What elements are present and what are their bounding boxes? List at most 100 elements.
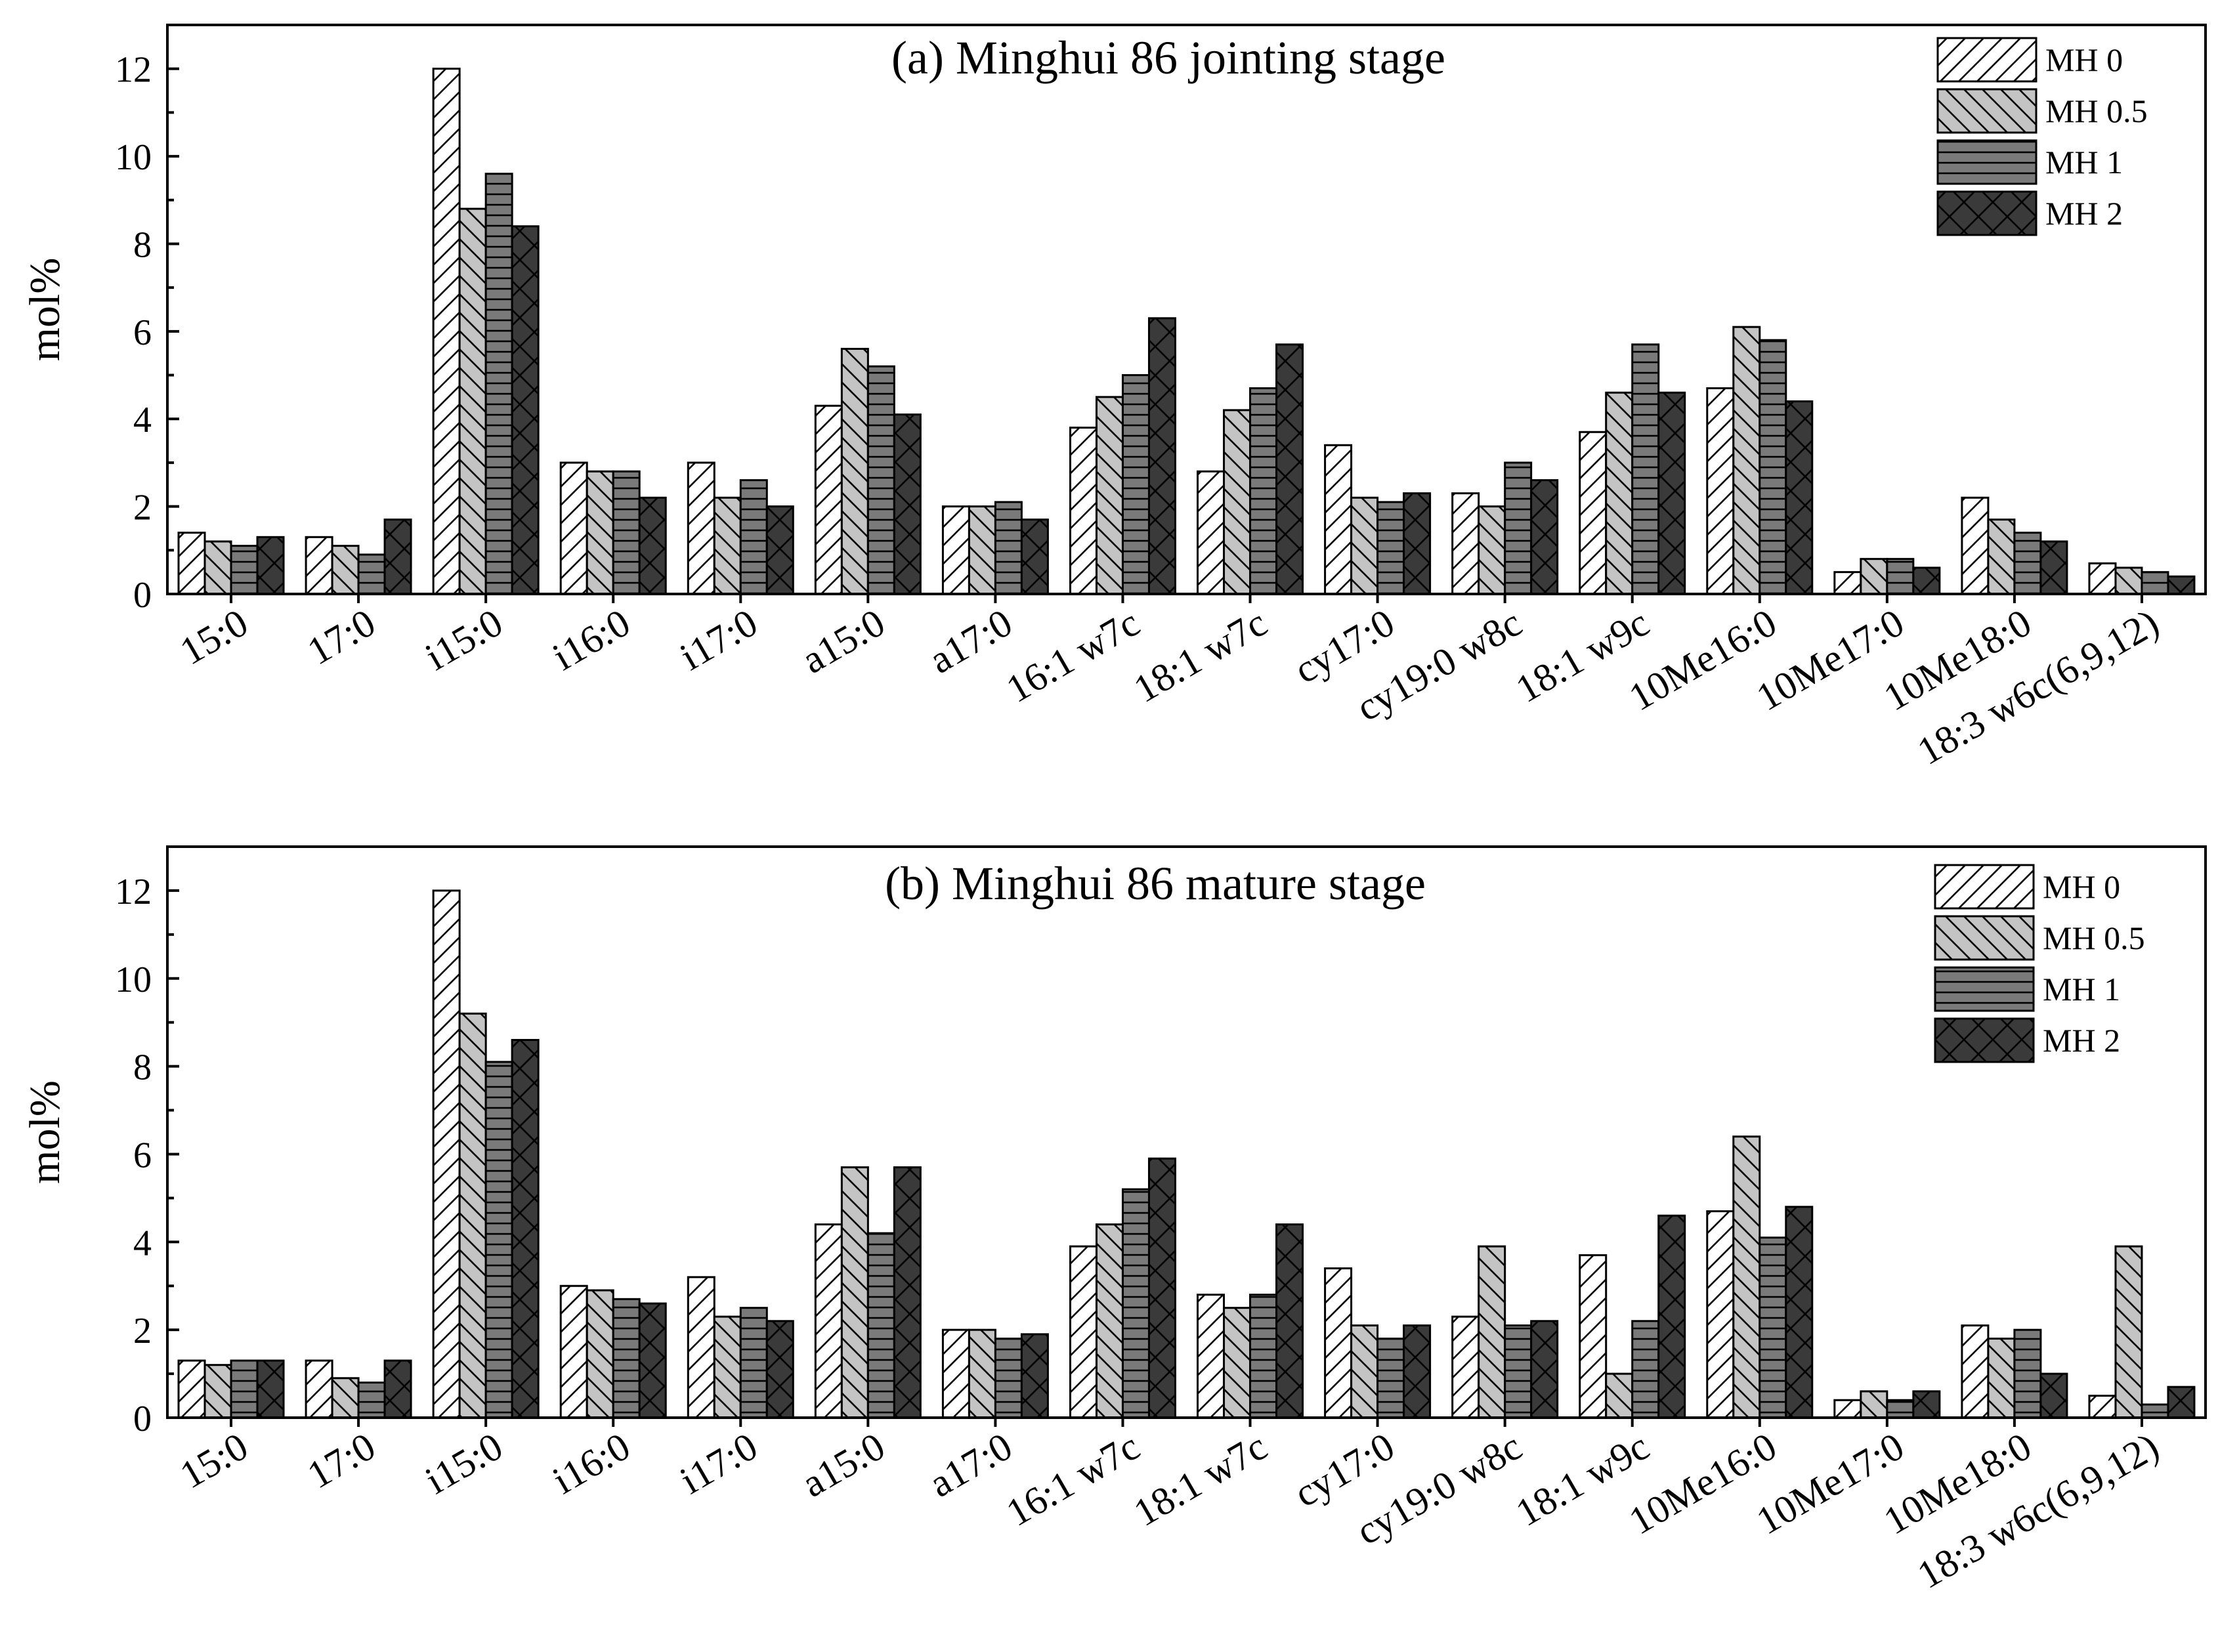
legend-label-mh-1: MH 1: [2045, 144, 2123, 180]
x-tick-label-i16-0: i16:0: [545, 1424, 637, 1502]
y-tick-label: 2: [133, 1311, 152, 1351]
bar-mh-0-5-cy19-0-w8c: [1478, 1245, 1506, 1419]
bar-mh-0-5-cy17-0: [1350, 496, 1379, 595]
bar-mh-2-a17-0: [1020, 1333, 1049, 1419]
bar-mh-1-i17-0: [739, 1307, 768, 1419]
bar-mh-1-cy19-0-w8c: [1504, 461, 1533, 595]
bar-mh-0-5-10me17-0: [1860, 1390, 1888, 1419]
bar-mh-0-5-16-1-w7c: [1095, 396, 1124, 595]
bar-mh-2-10me18-0: [2039, 1372, 2068, 1419]
x-tick-label-16-1-w7c: 16:1 w7c: [999, 601, 1147, 711]
bar-mh-1-18-3-w6c-6-9-12: [2141, 571, 2169, 595]
bar-mh-0-5-18-3-w6c-6-9-12: [2114, 566, 2143, 595]
bar-mh-0-5-17-0: [331, 545, 360, 595]
bar-mh-2-16-1-w7c: [1147, 317, 1176, 595]
bar-mh-1-i16-0: [612, 1298, 641, 1419]
y-tick-label: 10: [115, 137, 152, 178]
legend-swatch-mh-1: [1936, 139, 2037, 185]
bar-mh-1-a17-0: [994, 501, 1023, 595]
bar-mh-0-10me17-0: [1833, 1399, 1862, 1419]
bar-mh-2-18-1-w7c: [1275, 1223, 1304, 1419]
x-tick-label-i15-0: i15:0: [418, 601, 510, 679]
bar-mh-0-5-i15-0: [458, 207, 487, 595]
bar-mh-2-17-0: [383, 1359, 412, 1419]
bar-mh-1-15-0: [230, 1359, 259, 1419]
bar-mh-1-a15-0: [866, 365, 895, 595]
bar-mh-1-10me18-0: [2013, 532, 2042, 595]
chart-title: (b) Minghui 86 mature stage: [885, 857, 1426, 910]
legend-swatch-mh-0: [1934, 864, 2035, 910]
bar-mh-0-10me16-0: [1706, 1210, 1735, 1419]
bar-mh-2-cy17-0: [1403, 492, 1432, 595]
bar-mh-1-18-1-w9c: [1631, 343, 1660, 595]
legend-label-mh-0-5: MH 0.5: [2045, 93, 2148, 129]
bar-mh-0-cy19-0-w8c: [1451, 492, 1480, 595]
bar-mh-1-18-1-w9c: [1631, 1320, 1660, 1419]
y-tick-label: 12: [115, 872, 152, 912]
bar-mh-0-i17-0: [687, 1276, 715, 1419]
x-tick-label-10me17-0: 10Me17:0: [1749, 1424, 1911, 1542]
bar-mh-1-10me17-0: [1886, 1399, 1915, 1419]
bar-mh-2-18-3-w6c-6-9-12: [2167, 1386, 2196, 1419]
bar-mh-0-cy19-0-w8c: [1451, 1315, 1480, 1419]
x-tick-label-18-1-w7c: 18:1 w7c: [1126, 601, 1274, 711]
bar-mh-0-17-0: [305, 536, 333, 595]
bar-mh-1-10me16-0: [1759, 1237, 1787, 1419]
legend-swatch-mh-0-5: [1936, 88, 2037, 134]
bar-mh-0-5-10me17-0: [1860, 558, 1888, 595]
y-tick-label: 8: [133, 1048, 152, 1088]
bar-mh-1-cy17-0: [1376, 501, 1405, 595]
bar-mh-1-10me17-0: [1886, 558, 1915, 595]
bar-mh-0-5-18-3-w6c-6-9-12: [2114, 1245, 2143, 1419]
bar-mh-0-a15-0: [814, 404, 843, 595]
bar-mh-1-15-0: [230, 545, 259, 595]
legend-swatch-mh-2: [1934, 1017, 2035, 1063]
bar-mh-2-10me17-0: [1912, 566, 1941, 595]
bar-mh-0-5-15-0: [203, 540, 232, 595]
bar-mh-0-5-18-1-w7c: [1223, 1307, 1252, 1419]
bar-mh-2-16-1-w7c: [1147, 1157, 1176, 1419]
bar-mh-0-a17-0: [941, 505, 970, 595]
bar-mh-1-18-3-w6c-6-9-12: [2141, 1403, 2169, 1419]
y-tick-label: 4: [133, 400, 152, 440]
x-tick-label-i16-0: i16:0: [545, 601, 637, 679]
y-tick-label: 6: [133, 1135, 152, 1175]
bar-mh-1-18-1-w7c: [1249, 387, 1278, 595]
bar-mh-0-15-0: [177, 1359, 206, 1419]
bar-mh-2-10me16-0: [1785, 400, 1814, 595]
legend-label-mh-0: MH 0: [2045, 41, 2123, 78]
bar-mh-1-16-1-w7c: [1121, 374, 1150, 595]
bar-mh-0-16-1-w7c: [1069, 427, 1098, 595]
bar-mh-0-5-a17-0: [968, 1328, 996, 1419]
bar-mh-0-i16-0: [559, 461, 588, 595]
bar-mh-0-18-3-w6c-6-9-12: [2088, 562, 2117, 595]
bar-mh-2-cy19-0-w8c: [1530, 1320, 1559, 1419]
legend-label-mh-0: MH 0: [2043, 868, 2120, 905]
y-tick-label: 0: [133, 575, 152, 616]
bar-mh-2-18-1-w9c: [1657, 1214, 1686, 1419]
bar-mh-0-5-10me18-0: [1987, 1338, 2016, 1419]
x-tick-label-10me16-0: 10Me16:0: [1622, 601, 1784, 719]
bar-mh-2-i17-0: [765, 505, 794, 595]
legend: MH 0 MH 0.5 MH 1 MH 2: [1934, 864, 2145, 1063]
x-tick-label-i17-0: i17:0: [673, 601, 765, 679]
bar-mh-0-5-i16-0: [586, 1289, 614, 1419]
bar-mh-0-5-17-0: [331, 1377, 360, 1419]
y-tick-label: 4: [133, 1223, 152, 1263]
x-tick-label-10me16-0: 10Me16:0: [1622, 1424, 1784, 1542]
bar-mh-1-a15-0: [866, 1232, 895, 1419]
y-axis-label: mol%: [21, 258, 69, 362]
y-tick-label: 10: [115, 960, 152, 1000]
bar-mh-0-18-3-w6c-6-9-12: [2088, 1395, 2117, 1419]
bar-mh-0-5-i15-0: [458, 1012, 487, 1419]
bar-mh-0-5-10me18-0: [1987, 519, 2016, 595]
bar-mh-0-15-0: [177, 532, 206, 595]
x-tick-label-i15-0: i15:0: [418, 1424, 510, 1502]
bar-mh-2-i16-0: [638, 496, 667, 595]
bar-mh-0-a17-0: [941, 1328, 970, 1419]
bar-mh-0-10me18-0: [1961, 496, 1990, 595]
plot-frame: [166, 845, 2207, 1419]
bar-mh-2-cy19-0-w8c: [1530, 479, 1559, 595]
y-tick-label: 0: [133, 1399, 152, 1439]
